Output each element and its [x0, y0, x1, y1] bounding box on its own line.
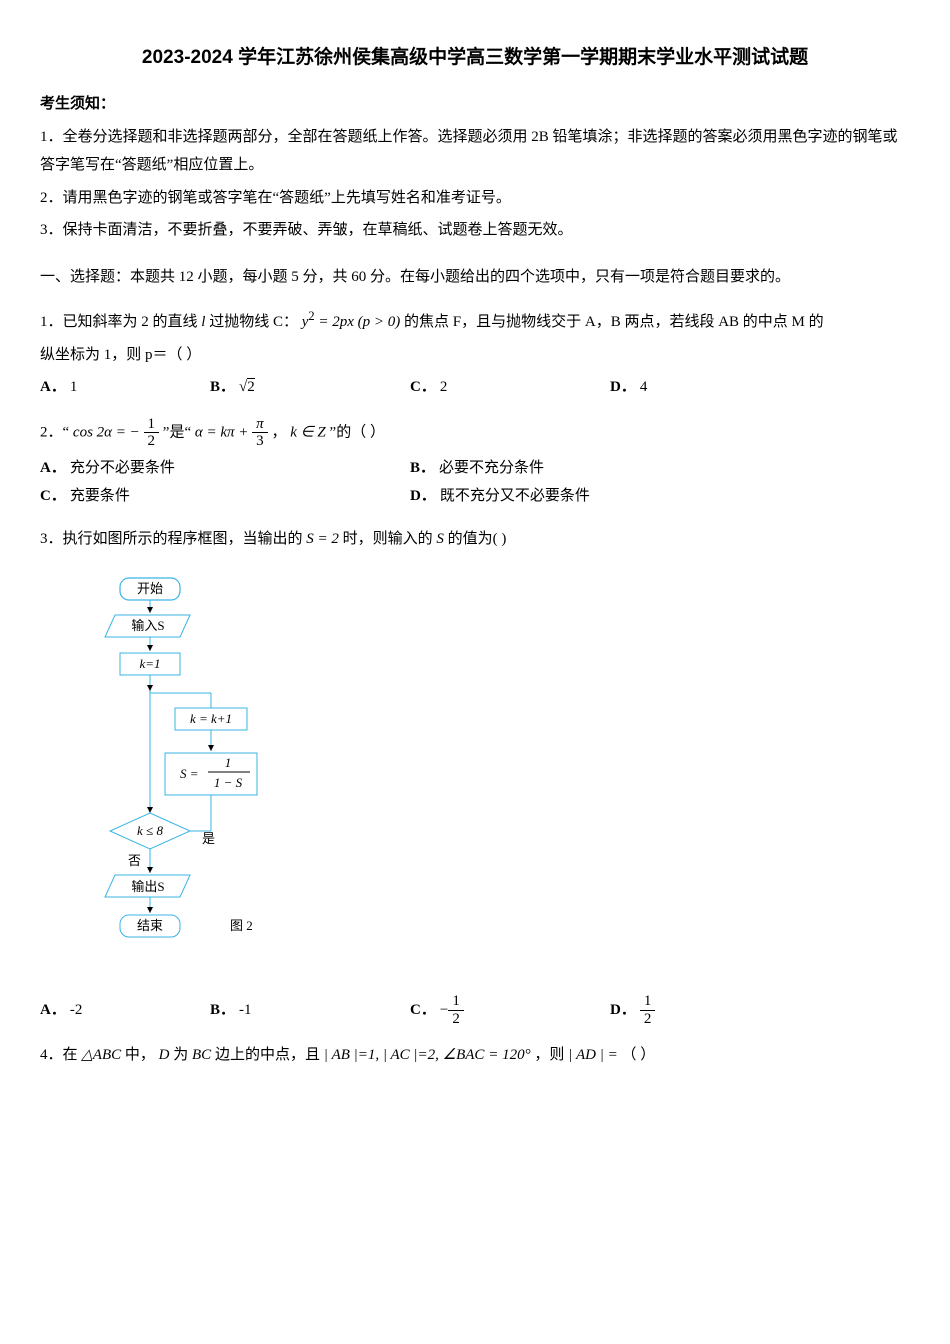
choice-label-A: A． [40, 454, 66, 483]
q3-choices: A． -2 B． -1 C． − 1 2 D． 1 2 [40, 993, 910, 1027]
q2-frac1: 12 [144, 416, 160, 450]
flow-fig-label: 图 2 [230, 918, 253, 933]
q2-choices-row1: A． 充分不必要条件 B． 必要不充分条件 [40, 454, 910, 483]
flow-output: 输出S [131, 879, 164, 894]
q2-alpha-expr: α = kπ + [195, 424, 252, 440]
q1-stem: 1．已知斜率为 2 的直线 l 过抛物线 C： y2 = 2px (p > 0)… [40, 305, 910, 337]
flow-start: 开始 [137, 581, 163, 596]
flow-input: 输入S [131, 618, 164, 633]
q1-C-value: 2 [440, 373, 448, 402]
q1-choice-B[interactable]: B． √2 [210, 373, 410, 402]
q3-C-frac: 1 2 [448, 993, 464, 1027]
page-title: 2023-2024 学年江苏徐州侯集高级中学高三数学第一学期期末学业水平测试试题 [40, 40, 910, 76]
q2-A-value: 充分不必要条件 [70, 454, 175, 483]
choice-label-C: C． [410, 996, 436, 1025]
q2-choice-A[interactable]: A． 充分不必要条件 [40, 454, 410, 483]
q3-stem: 3．执行如图所示的程序框图，当输出的 S = 2 时，则输入的 S 的值为( ) [40, 525, 910, 554]
q4-mid2: 边上的中点，且 [215, 1047, 320, 1063]
q2-C-value: 充要条件 [70, 482, 130, 511]
q3-choice-C[interactable]: C． − 1 2 [410, 993, 610, 1027]
q2-mid2: ， [271, 424, 286, 440]
q4-tri: △ABC [81, 1047, 121, 1063]
q2-D-value: 既不充分又不必要条件 [440, 482, 590, 511]
q2-mid3: ”的（ ） [330, 424, 385, 440]
q2-B-value: 必要不充分条件 [439, 454, 544, 483]
q2-choice-C[interactable]: C． 充要条件 [40, 482, 410, 511]
notice-1: 1．全卷分选择题和非选择题两部分，全部在答题纸上作答。选择题必须用 2B 铅笔填… [40, 123, 910, 180]
q2-choices-row2: C． 充要条件 D． 既不充分又不必要条件 [40, 482, 910, 511]
q4-suffix: （ ） [621, 1047, 655, 1063]
q2-choice-D[interactable]: D． 既不充分又不必要条件 [410, 482, 810, 511]
choice-label-C: C． [40, 482, 66, 511]
q3-S2: S = 2 [306, 531, 339, 547]
flow-kpp: k = k+1 [190, 711, 232, 726]
choice-label-C: C． [410, 373, 436, 402]
q3-flowchart: 开始 输入S k=1 k = k+1 S = 1 1 − S k ≤ 8 是 否… [80, 573, 910, 973]
q4-prefix: 4．在 [40, 1047, 78, 1063]
q4-AD: | AD | = [568, 1047, 618, 1063]
notice-2: 2．请用黑色字迹的钢笔或答字笔在“答题纸”上先填写姓名和准考证号。 [40, 184, 910, 213]
notice-heading: 考生须知： [40, 90, 910, 119]
q2-cos-expr: cos 2α = − [73, 424, 140, 440]
q1-B-value: √2 [239, 373, 255, 402]
q1-D-value: 4 [640, 373, 648, 402]
q1-after-eq: 的焦点 F，且与抛物线交于 A，B 两点，若线段 AB 的中点 M 的 [404, 314, 824, 330]
choice-label-B: B． [410, 454, 435, 483]
q1-choice-D[interactable]: D． 4 [610, 373, 760, 402]
flow-k1: k=1 [139, 656, 160, 671]
q1-line2: 纵坐标为 1，则 p＝（ ） [40, 341, 910, 370]
q4-cond: | AB |=1, | AC |=2, ∠BAC = 120° [324, 1047, 531, 1063]
choice-label-B: B． [210, 373, 235, 402]
q3-D-den: 2 [640, 1011, 656, 1028]
q1-choices: A． 1 B． √2 C． 2 D． 4 [40, 373, 910, 402]
q3-mid: 时，则输入的 [343, 531, 433, 547]
choice-label-A: A． [40, 373, 66, 402]
choice-label-D: D． [610, 996, 636, 1025]
q3-S-var: S [436, 531, 447, 547]
q1-A-value: 1 [70, 373, 78, 402]
section-1-heading: 一、选择题：本题共 12 小题，每小题 5 分，共 60 分。在每小题给出的四个… [40, 263, 910, 292]
q3-choice-D[interactable]: D． 1 2 [610, 993, 760, 1027]
notice-3: 3．保持卡面清洁，不要折叠，不要弄破、弄皱，在草稿纸、试题卷上答题无效。 [40, 216, 910, 245]
q3-suffix: 的值为( ) [448, 531, 507, 547]
q3-C-sign: − [440, 996, 448, 1025]
q2-frac2: π3 [252, 416, 268, 450]
q3-C-num: 1 [448, 993, 464, 1011]
q4-mid1: 中， [125, 1047, 155, 1063]
flow-sfrac-den: 1 − S [214, 775, 243, 790]
choice-label-D: D． [610, 373, 636, 402]
q1-choice-C[interactable]: C． 2 [410, 373, 610, 402]
q4-BC: BC [192, 1047, 211, 1063]
q2-mid1: ”是“ [163, 424, 191, 440]
q3-choice-A[interactable]: A． -2 [40, 996, 210, 1025]
flow-no: 否 [128, 853, 141, 868]
q1-choice-A[interactable]: A． 1 [40, 373, 210, 402]
flow-seq: S = [180, 766, 199, 781]
choice-label-B: B． [210, 996, 235, 1025]
flow-cond: k ≤ 8 [137, 823, 163, 838]
q4-D: D [159, 1047, 170, 1063]
choice-label-D: D． [410, 482, 436, 511]
q1-mid: 过抛物线 C： [205, 314, 298, 330]
q2-stem: 2．“ cos 2α = − 12 ”是“ α = kπ + π3 ， k ∈ … [40, 416, 910, 450]
flow-end: 结束 [137, 918, 163, 933]
flow-yes: 是 [202, 831, 215, 846]
q2-prefix: 2．“ [40, 424, 69, 440]
q3-B-value: -1 [239, 996, 252, 1025]
q3-A-value: -2 [70, 996, 83, 1025]
q3-D-frac: 1 2 [640, 993, 656, 1027]
q3-prefix: 3．执行如图所示的程序框图，当输出的 [40, 531, 303, 547]
q3-choice-B[interactable]: B． -1 [210, 996, 410, 1025]
flow-sfrac-num: 1 [225, 755, 232, 770]
q1-equation: y2 = 2px (p > 0) [302, 314, 401, 330]
q3-C-den: 2 [448, 1011, 464, 1028]
q1-prefix: 1．已知斜率为 2 的直线 [40, 314, 201, 330]
q2-choice-B[interactable]: B． 必要不充分条件 [410, 454, 810, 483]
q4-mid3: ，则 [534, 1047, 564, 1063]
q4-stem: 4．在 △ABC 中， D 为 BC 边上的中点，且 | AB |=1, | A… [40, 1041, 910, 1070]
q3-D-num: 1 [640, 993, 656, 1011]
choice-label-A: A． [40, 996, 66, 1025]
q2-kz: k ∈ Z [290, 424, 326, 440]
